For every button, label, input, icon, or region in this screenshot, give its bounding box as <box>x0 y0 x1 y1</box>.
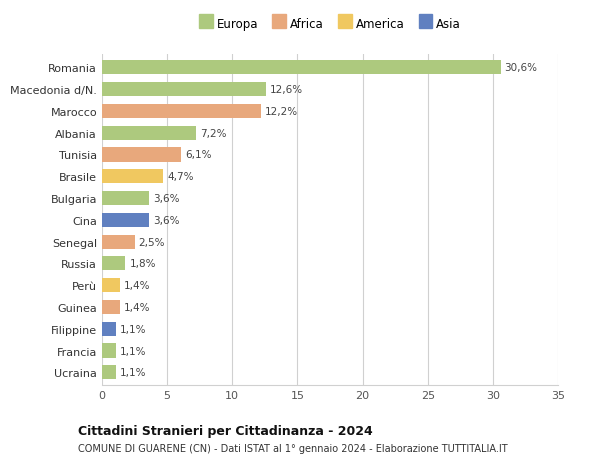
Text: 1,1%: 1,1% <box>120 368 147 377</box>
Text: 1,1%: 1,1% <box>120 346 147 356</box>
Bar <box>102 213 149 227</box>
Bar <box>102 279 120 293</box>
Bar <box>102 191 149 206</box>
Bar <box>102 126 196 140</box>
Text: 2,5%: 2,5% <box>139 237 165 247</box>
Text: 6,1%: 6,1% <box>185 150 212 160</box>
Text: 7,2%: 7,2% <box>200 129 226 138</box>
Bar <box>102 300 120 314</box>
Text: 3,6%: 3,6% <box>153 194 179 204</box>
Text: Cittadini Stranieri per Cittadinanza - 2024: Cittadini Stranieri per Cittadinanza - 2… <box>78 424 373 437</box>
Text: 4,7%: 4,7% <box>167 172 194 182</box>
Bar <box>102 365 116 380</box>
Text: 1,4%: 1,4% <box>124 302 151 312</box>
Text: 12,2%: 12,2% <box>265 106 298 117</box>
Text: 1,1%: 1,1% <box>120 324 147 334</box>
Bar <box>102 235 134 249</box>
Bar <box>102 322 116 336</box>
Bar <box>102 170 163 184</box>
Text: 30,6%: 30,6% <box>505 63 538 73</box>
Text: 1,8%: 1,8% <box>130 259 156 269</box>
Text: 1,4%: 1,4% <box>124 280 151 291</box>
Bar <box>102 344 116 358</box>
Text: 3,6%: 3,6% <box>153 215 179 225</box>
Legend: Europa, Africa, America, Asia: Europa, Africa, America, Asia <box>199 18 461 31</box>
Bar <box>102 148 181 162</box>
Text: COMUNE DI GUARENE (CN) - Dati ISTAT al 1° gennaio 2024 - Elaborazione TUTTITALIA: COMUNE DI GUARENE (CN) - Dati ISTAT al 1… <box>78 443 508 453</box>
Bar <box>102 105 261 119</box>
Text: 12,6%: 12,6% <box>270 85 303 95</box>
Bar <box>102 61 500 75</box>
Bar <box>102 83 266 97</box>
Bar <box>102 257 125 271</box>
